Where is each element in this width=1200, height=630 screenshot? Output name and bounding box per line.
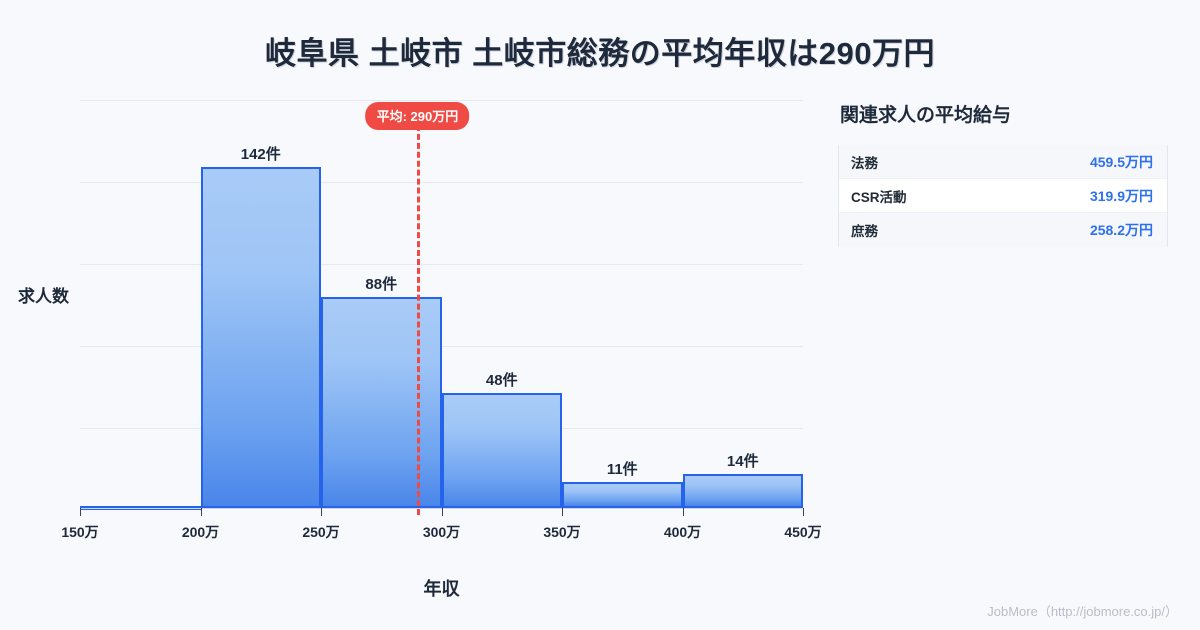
y-axis-label: 求人数 [18,287,69,306]
x-axis-tick-label: 350万 [543,524,581,540]
average-line [417,125,421,515]
x-axis-tick [803,508,804,516]
table-row-label: CSR活動 [851,189,907,205]
x-axis-tick [441,508,443,516]
histogram-bar[interactable] [441,392,562,508]
x-axis-tick-label: 200万 [181,524,220,540]
gridline [80,100,803,101]
x-axis-tick [562,508,563,516]
table-row[interactable]: CSR活動 319.9万円 [839,179,1167,213]
table-row-value: 258.2万円 [1089,222,1153,238]
table-row[interactable]: 法務 459.5万円 [839,145,1167,179]
bar-value-label: 142件 [240,146,281,164]
related-salary-table: 法務 459.5万円 CSR活動 319.9万円 庶務 258.2万円 [838,145,1168,247]
page-title: 岐阜県 土岐市 土岐市総務の平均年収は290万円 [265,36,935,71]
bar-value-label: 88件 [365,275,398,293]
watermark: JobMore（http://jobmore.co.jp/） [987,604,1178,619]
table-row-value: 319.9万円 [1089,187,1153,204]
x-axis-label: 年収 [423,579,460,599]
x-axis-tick-label: 300万 [422,524,461,540]
x-axis-tick-label: 450万 [784,524,822,540]
table-row[interactable]: 庶務 258.2万円 [839,213,1167,247]
related-salary-heading: 関連求人の平均給与 [840,105,1012,126]
bar-value-label: 11件 [606,460,638,478]
x-axis-tick [321,508,322,516]
x-axis-tick-label: 400万 [663,524,702,540]
table-row-value: 459.5万円 [1089,153,1153,170]
x-axis-tick-label: 250万 [302,524,340,540]
table-row-label: 庶務 [851,224,878,239]
gridline [80,264,803,265]
x-axis-tick [80,508,81,516]
histogram-bar[interactable] [321,296,442,508]
bar-value-label: 48件 [485,371,518,389]
histogram-bar[interactable] [562,481,683,508]
bar-value-label: 14件 [726,453,759,471]
histogram-chart: 142件 88件 48件 11件 14件 平均: 290万円 150万 200万… [0,90,830,599]
gridline [80,182,803,183]
table-row-label: 法務 [851,155,878,171]
x-axis-tick [200,508,202,516]
gridline [80,346,803,347]
histogram-bar[interactable] [682,474,803,508]
x-axis-tick [682,508,684,516]
histogram-bar[interactable] [200,167,321,508]
related-salary-panel: 関連求人の平均給与 法務 459.5万円 CSR活動 319.9万円 庶務 25… [838,100,1168,247]
average-badge: 平均: 290万円 [365,102,470,130]
x-axis-tick-label: 150万 [61,524,99,540]
